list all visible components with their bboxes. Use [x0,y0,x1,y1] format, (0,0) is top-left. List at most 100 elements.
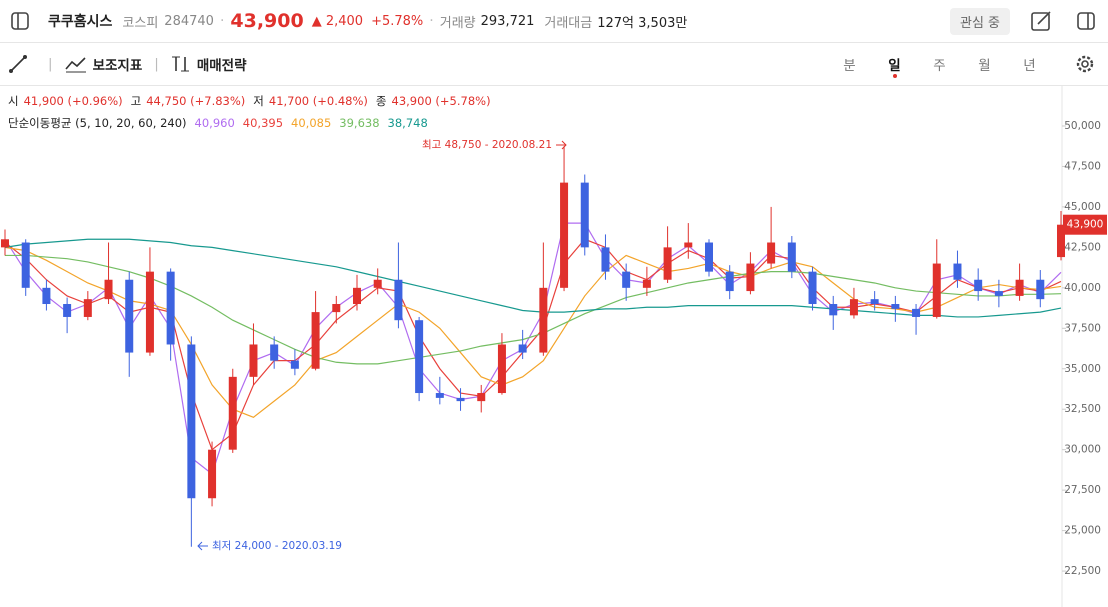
candle-body [228,376,237,450]
volume: 293,721 [480,13,535,29]
candle-body [518,344,527,353]
candle-body [353,287,361,305]
ma-value: 38,748 [387,116,428,130]
candle-body [290,360,299,369]
ma-row: 단순이동평균 (5, 10, 20, 60, 240) 40,960 40,395 4… [8,112,491,134]
edit-icon[interactable] [1030,10,1052,32]
period-tab[interactable]: 주 [933,58,946,74]
chart: 최고 48,750 - 2020.08.21 최저 24,000 - 2020.… [1,86,1107,607]
candle-body [808,271,817,305]
candle-body [270,344,279,361]
period-tab[interactable]: 월 [978,58,991,74]
y-tick-label: 42,500 [1064,241,1101,253]
price-tag-label: 43,900 [1067,219,1104,231]
panel-icon[interactable] [1076,11,1096,31]
ohlc-label: 고 [130,94,142,108]
market: 코스피 [122,15,159,31]
candle-body [125,279,134,353]
ohlc-value: 43,900 (+5.78%) [391,94,491,108]
candle-body [415,320,424,394]
candle-body [870,299,879,305]
candle-body [1,239,9,248]
low-arrow [197,541,208,551]
moving-average [5,254,1062,365]
candle-body [83,299,92,317]
candle-body [477,393,486,402]
y-tick-label: 22,500 [1064,565,1101,577]
moving-average [4,238,1062,318]
indicator-button[interactable]: 보조지표 [92,58,143,74]
candle-body [580,182,589,248]
moving-average [4,246,1062,418]
candle-body [725,271,734,292]
period-tab[interactable]: 년 [1023,58,1036,74]
candle-body [932,263,941,317]
code: 284740 [164,13,214,29]
ohlc-label: 종 [375,94,387,108]
y-tick-label: 27,500 [1064,484,1101,496]
candle-body [601,247,610,272]
candle-body [104,279,113,300]
candle-body [705,242,713,272]
period-tab[interactable]: 일 [872,54,917,78]
candle-body [311,312,320,369]
y-tick-label: 32,500 [1064,403,1101,415]
ma-value: 40,960 [194,116,235,130]
ohlc-value: 41,900 (+0.96%) [23,94,123,108]
ma-value: 40,085 [291,116,332,130]
candle-body [912,308,921,317]
sidebar-icon[interactable] [10,11,30,31]
candle-body [166,271,175,345]
candle-body [560,182,569,288]
ma-title: 단순이동평균 (5, 10, 20, 60, 240) [8,116,187,130]
candle-body [953,263,962,280]
y-tick-label: 25,000 [1064,525,1101,537]
strategy-button[interactable]: 매매전략 [196,58,247,74]
candle-body [787,242,796,272]
ohlc-value: 41,700 (+0.48%) [268,94,368,108]
candle-body [767,242,776,264]
candle-body [394,279,403,321]
draw-icon[interactable] [8,54,28,74]
y-tick-label: 37,500 [1064,322,1101,334]
high-annotation: 최고 48,750 - 2020.08.21 [422,139,552,151]
y-tick-label: 50,000 [1064,120,1101,132]
candle-body [684,242,693,248]
candle-body [249,344,258,377]
moving-average [4,238,1062,451]
indicator-icon[interactable] [64,55,87,73]
ohlc-label: 저 [253,94,264,108]
low-annotation: 최저 24,000 - 2020.03.19 [212,540,342,552]
candle-body [145,271,154,353]
candle-body [891,304,900,309]
candle-body [63,304,72,317]
watch-button[interactable]: 관심 중 [949,7,1010,35]
candle-body [746,263,755,292]
ma-value: 39,638 [339,116,380,130]
volume-label: 거래량 [439,15,476,31]
candle-body [373,279,382,288]
y-tick-label: 30,000 [1064,444,1101,456]
candle-body [21,242,30,288]
candle-body [829,304,838,316]
y-tick-label: 47,500 [1064,160,1101,172]
ma-value: 40,395 [242,116,284,130]
candle-body [622,271,631,288]
info-panel: 시 41,900 (+0.96%) 고 44,750 (+7.83%) 저 41,700 … [8,90,491,134]
candle-body [642,279,651,288]
settings-icon[interactable] [1074,53,1096,75]
period-tab[interactable]: 분 [843,58,856,74]
y-tick-label: 40,000 [1064,282,1101,294]
candle-body [663,247,672,280]
stock-name: 쿠쿠홈시스 [48,14,113,30]
price: 43,900 [230,10,304,32]
amount: 127억 3,503만 [597,15,688,31]
y-tick-label: 45,000 [1064,201,1101,213]
candle-body [435,393,444,398]
amount-label: 거래대금 [544,15,593,31]
candle-body [332,304,341,313]
strategy-icon[interactable] [171,55,191,73]
candle-body [539,287,548,353]
